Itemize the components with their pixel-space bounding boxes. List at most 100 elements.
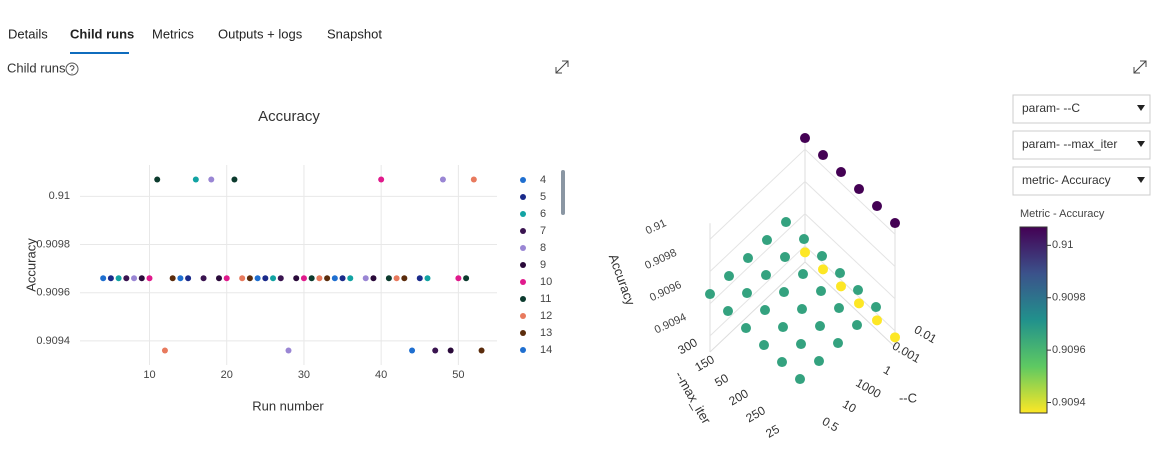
point bbox=[200, 275, 207, 282]
point-3d bbox=[815, 321, 825, 332]
point-3d bbox=[890, 332, 900, 343]
point-3d bbox=[741, 323, 751, 334]
legend-marker bbox=[520, 245, 526, 251]
x-tick-label: 40 bbox=[375, 369, 387, 381]
x-tick-label: 0.01 bbox=[912, 322, 940, 346]
legend-label: 4 bbox=[540, 174, 546, 186]
point bbox=[154, 176, 161, 183]
point bbox=[177, 275, 184, 282]
colorbar-tick-label: 0.9096 bbox=[1052, 344, 1086, 356]
legend-marker bbox=[520, 347, 526, 353]
legend-marker bbox=[520, 330, 526, 336]
point-3d bbox=[724, 271, 734, 282]
x-axis-label: --C bbox=[899, 390, 917, 405]
x-tick-label: 0.001 bbox=[890, 339, 923, 366]
legend-marker bbox=[520, 177, 526, 183]
z-tick-label: 0.91 bbox=[644, 217, 668, 237]
point bbox=[447, 347, 454, 354]
point bbox=[293, 275, 300, 282]
x-tick-label: 10 bbox=[143, 369, 155, 381]
y-axis-label: --max_iter bbox=[672, 368, 715, 427]
point bbox=[401, 275, 408, 282]
tab-active[interactable]: Child runs bbox=[70, 26, 134, 41]
point-3d bbox=[779, 287, 789, 298]
legend-marker bbox=[520, 228, 526, 234]
y-tick-label: 150 bbox=[692, 352, 717, 374]
point bbox=[478, 347, 485, 354]
tab[interactable]: Outputs + logs bbox=[218, 26, 303, 41]
colorbar-title: Metric - Accuracy bbox=[1020, 208, 1105, 220]
point-3d bbox=[817, 251, 827, 262]
point bbox=[385, 275, 392, 282]
legend-label: 12 bbox=[540, 310, 552, 322]
point-3d bbox=[781, 217, 791, 228]
tab[interactable]: Snapshot bbox=[327, 26, 382, 41]
point bbox=[347, 275, 354, 282]
point-3d bbox=[795, 374, 805, 385]
point bbox=[416, 275, 423, 282]
point bbox=[123, 275, 130, 282]
point bbox=[161, 347, 168, 354]
tab[interactable]: Details bbox=[8, 26, 48, 41]
point-3d bbox=[871, 302, 881, 313]
point-3d bbox=[742, 288, 752, 299]
point bbox=[432, 347, 439, 354]
y-tick-label: 200 bbox=[726, 386, 751, 408]
point-3d bbox=[872, 315, 882, 326]
grid-line bbox=[709, 148, 896, 240]
legend-label: 7 bbox=[540, 225, 546, 237]
point-3d bbox=[705, 289, 715, 300]
tab[interactable]: Metrics bbox=[152, 26, 194, 41]
point bbox=[308, 275, 315, 282]
point bbox=[246, 275, 253, 282]
point bbox=[146, 275, 153, 282]
legend-marker bbox=[520, 313, 526, 319]
point-3d bbox=[760, 305, 770, 316]
z-tick-label: 0.9094 bbox=[653, 311, 689, 336]
dropdown[interactable]: param- --max_iter bbox=[1012, 130, 1151, 160]
legend-label: 13 bbox=[540, 327, 552, 339]
help-icon[interactable] bbox=[65, 62, 79, 76]
point bbox=[216, 275, 222, 282]
colorbar-tick-label: 0.91 bbox=[1052, 239, 1073, 251]
expand-icon[interactable] bbox=[555, 60, 569, 74]
point-3d bbox=[852, 320, 862, 331]
point bbox=[223, 275, 230, 282]
colorbar-tick-label: 0.9094 bbox=[1052, 396, 1086, 408]
point-3d bbox=[796, 339, 806, 350]
wall-outline bbox=[709, 133, 896, 353]
point-3d bbox=[778, 322, 788, 333]
section-label: Child runs bbox=[7, 60, 66, 75]
point bbox=[208, 176, 215, 183]
legend-marker bbox=[520, 296, 526, 302]
point bbox=[470, 176, 477, 183]
point bbox=[107, 275, 114, 282]
legend-marker bbox=[520, 262, 526, 268]
x-tick-label: 0.5 bbox=[820, 414, 842, 435]
point bbox=[239, 275, 246, 282]
colorbar bbox=[1019, 226, 1048, 414]
dropdown[interactable]: metric- Accuracy bbox=[1012, 166, 1151, 196]
point bbox=[339, 275, 346, 282]
point-3d bbox=[800, 247, 810, 258]
dropdown[interactable]: param- --C bbox=[1012, 94, 1151, 124]
point-3d bbox=[818, 150, 828, 161]
point-3d bbox=[890, 218, 900, 229]
legend-label: 11 bbox=[540, 293, 551, 305]
point-3d bbox=[816, 286, 826, 297]
expand-icon[interactable] bbox=[1133, 60, 1147, 74]
y-tick-label: 0.91 bbox=[49, 190, 70, 202]
point bbox=[455, 275, 462, 282]
legend-marker bbox=[520, 211, 526, 217]
legend-label: 10 bbox=[540, 276, 552, 288]
point-3d bbox=[836, 281, 846, 292]
legend-label: 6 bbox=[540, 208, 546, 220]
point-3d bbox=[854, 184, 864, 195]
point-3d bbox=[723, 306, 733, 317]
legend-label: 5 bbox=[540, 191, 546, 203]
scrollbar[interactable] bbox=[561, 170, 565, 215]
dropdown-label: metric- Accuracy bbox=[1022, 173, 1111, 187]
point-3d bbox=[798, 269, 808, 280]
